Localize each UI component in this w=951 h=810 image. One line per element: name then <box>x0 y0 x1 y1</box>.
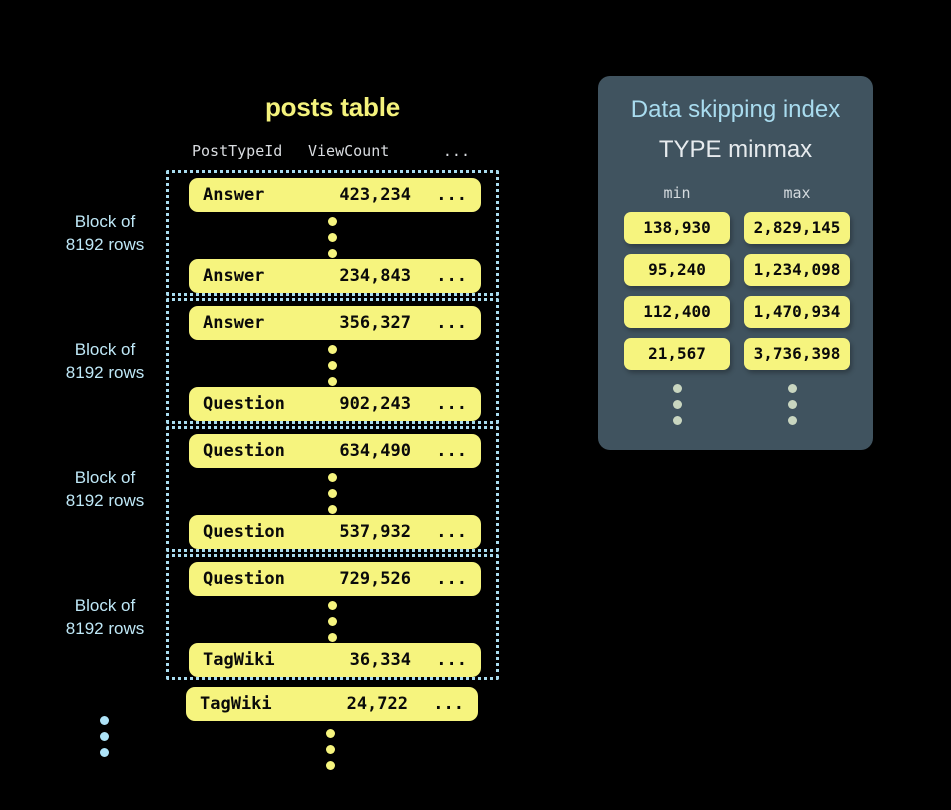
row-posttypeid: Answer <box>203 185 265 205</box>
row-block-2: Answer 356,327 ... Question 902,243 ... <box>166 298 499 424</box>
row-posttypeid: Question <box>203 522 285 542</box>
table-row: Answer 234,843 ... <box>189 259 481 293</box>
row-posttypeid: Question <box>203 569 285 589</box>
posts-table-diagram: posts table PostTypeId ViewCount ... Ans… <box>30 92 499 777</box>
row-ellipsis: ... <box>436 185 467 205</box>
row-viewcount: 423,234 <box>339 185 411 205</box>
index-column-header-min: min <box>663 184 691 202</box>
index-min-value: 112,400 <box>624 296 730 328</box>
index-min-continuation-dots <box>673 384 685 432</box>
index-panel-subtitle: TYPE minmax <box>658 136 813 163</box>
row-continuation-dots <box>328 601 340 649</box>
table-row: TagWiki 36,334 ... <box>189 643 481 677</box>
index-column-header-max: max <box>783 184 811 202</box>
row-ellipsis: ... <box>436 394 467 414</box>
table-continuation-dots <box>326 729 338 777</box>
index-max-value: 3,736,398 <box>744 338 850 370</box>
index-max-value: 1,234,098 <box>744 254 850 286</box>
row-continuation-dots <box>328 345 340 393</box>
column-header-posttypeid: PostTypeId <box>192 142 283 160</box>
index-min-value: 95,240 <box>624 254 730 286</box>
column-header-ellipsis: ... <box>442 142 470 160</box>
row-viewcount: 356,327 <box>339 313 411 333</box>
row-block-3: Question 634,490 ... Question 537,932 ..… <box>166 426 499 552</box>
row-viewcount: 36,334 <box>349 650 411 670</box>
row-ellipsis: ... <box>436 569 467 589</box>
index-max-value: 2,829,145 <box>744 212 850 244</box>
block-label-line1: Block of <box>74 468 136 487</box>
block-label-line1: Block of <box>74 212 136 231</box>
row-ellipsis: ... <box>436 522 467 542</box>
row-ellipsis: ... <box>436 313 467 333</box>
row-block-4: Question 729,526 ... TagWiki 36,334 ... <box>166 554 499 680</box>
row-viewcount: 24,722 <box>346 694 408 714</box>
row-block-1: Answer 423,234 ... Answer 234,843 ... <box>166 170 499 296</box>
block-label-2: Block of 8192 rows <box>30 338 180 384</box>
row-continuation-dots <box>328 217 340 265</box>
posts-table-title: posts table <box>264 92 401 122</box>
block-label-1: Block of 8192 rows <box>30 210 180 256</box>
table-row: Question 729,526 ... <box>189 562 481 596</box>
row-ellipsis: ... <box>436 266 467 286</box>
table-row: Answer 423,234 ... <box>189 178 481 212</box>
table-row-trailing: TagWiki 24,722 ... <box>186 687 478 721</box>
row-posttypeid: TagWiki <box>203 650 275 670</box>
block-continuation-dots <box>100 716 112 764</box>
index-max-continuation-dots <box>788 384 800 432</box>
row-posttypeid: Answer <box>203 266 265 286</box>
row-posttypeid: Question <box>203 441 285 461</box>
block-label-3: Block of 8192 rows <box>30 466 180 512</box>
table-row: Question 634,490 ... <box>189 434 481 468</box>
index-min-value: 21,567 <box>624 338 730 370</box>
block-label-line2: 8192 rows <box>65 235 145 254</box>
row-viewcount: 902,243 <box>339 394 411 414</box>
row-viewcount: 729,526 <box>339 569 411 589</box>
block-label-4: Block of 8192 rows <box>30 594 180 640</box>
data-skipping-index-panel: Data skipping index TYPE minmax min max … <box>598 76 873 450</box>
column-headers: PostTypeId ViewCount ... <box>186 142 478 164</box>
row-posttypeid: Answer <box>203 313 265 333</box>
row-posttypeid: TagWiki <box>200 694 272 714</box>
row-viewcount: 634,490 <box>339 441 411 461</box>
row-ellipsis: ... <box>433 694 464 714</box>
row-ellipsis: ... <box>436 650 467 670</box>
row-viewcount: 537,932 <box>339 522 411 542</box>
index-panel-title: Data skipping index <box>630 96 841 123</box>
index-min-value: 138,930 <box>624 212 730 244</box>
index-max-value: 1,470,934 <box>744 296 850 328</box>
row-ellipsis: ... <box>436 441 467 461</box>
block-label-line2: 8192 rows <box>65 363 145 382</box>
column-header-viewcount: ViewCount <box>308 142 390 160</box>
block-label-line2: 8192 rows <box>65 491 145 510</box>
table-row: Answer 356,327 ... <box>189 306 481 340</box>
block-label-line2: 8192 rows <box>65 619 145 638</box>
block-label-line1: Block of <box>74 340 136 359</box>
row-continuation-dots <box>328 473 340 521</box>
block-label-line1: Block of <box>74 596 136 615</box>
table-row: Question 902,243 ... <box>189 387 481 421</box>
row-posttypeid: Question <box>203 394 285 414</box>
table-row: Question 537,932 ... <box>189 515 481 549</box>
row-viewcount: 234,843 <box>339 266 411 286</box>
